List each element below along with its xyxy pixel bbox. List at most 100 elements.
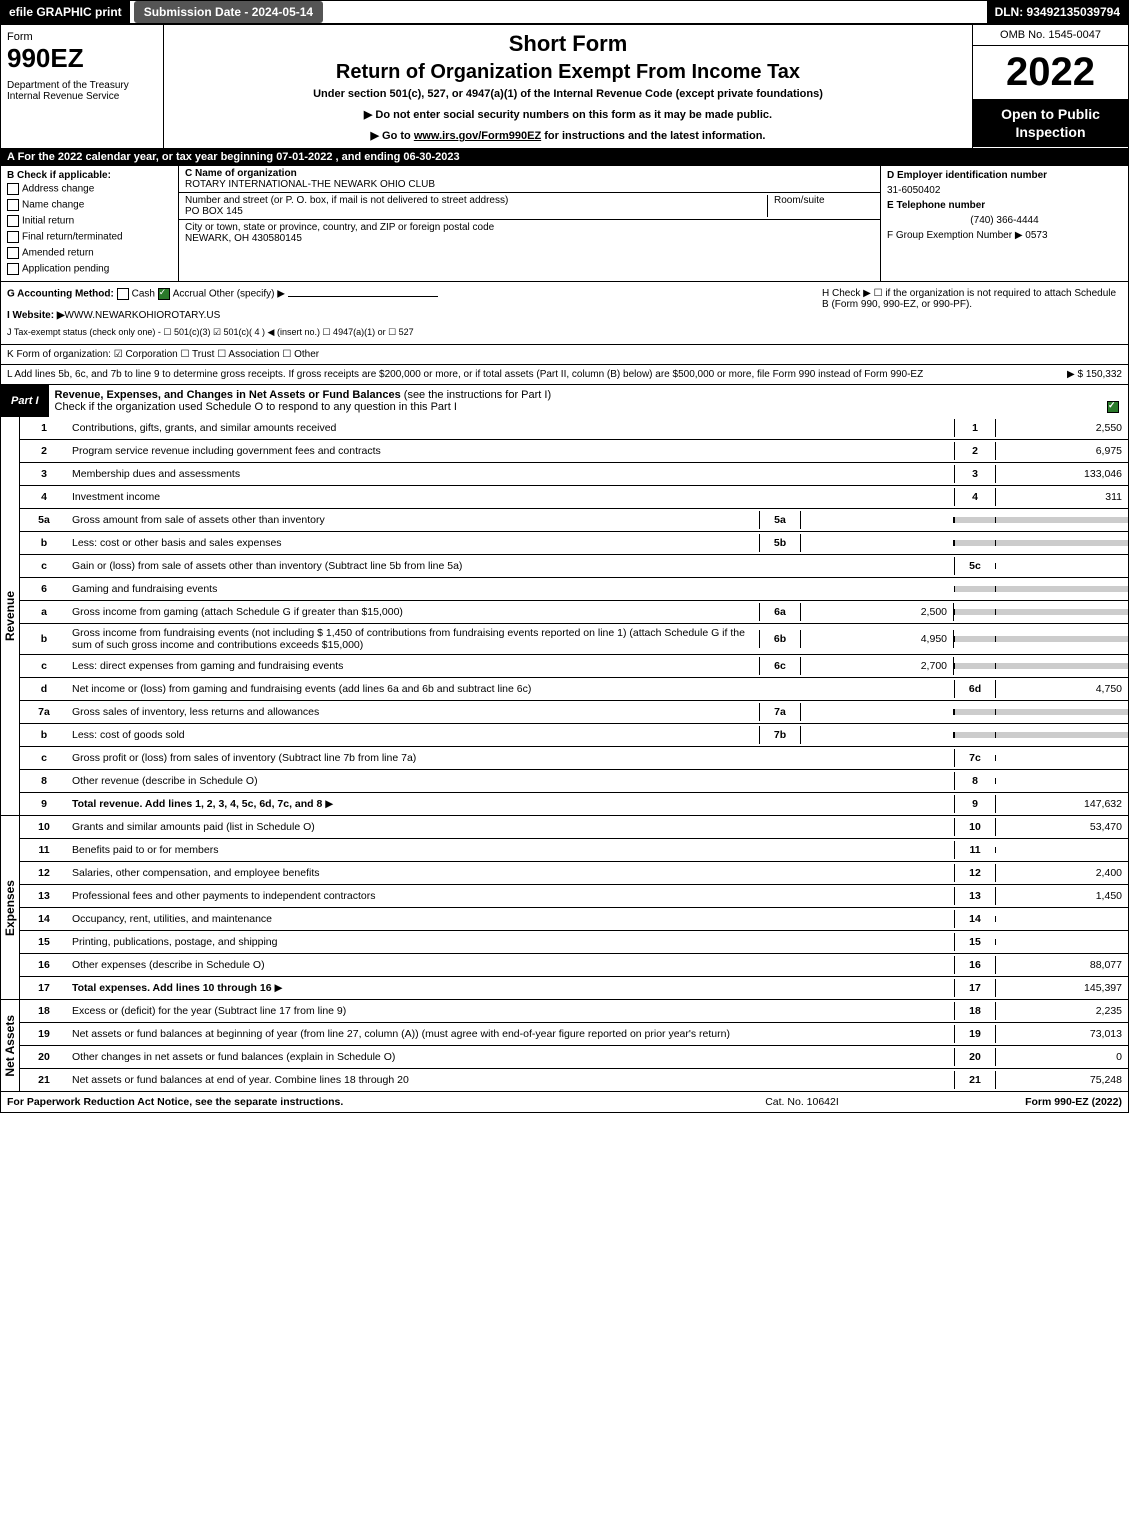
form-title: Return of Organization Exempt From Incom… [170,61,966,84]
line-rval: 6,975 [995,442,1128,460]
line-6c: cLess: direct expenses from gaming and f… [20,655,1128,678]
line-desc: Gross amount from sale of assets other t… [68,511,759,529]
checkbox-icon[interactable] [7,247,19,259]
line-num: 4 [20,488,68,506]
line-num: 6 [20,580,68,598]
line-num: 16 [20,956,68,974]
checkbox-icon[interactable] [7,183,19,195]
line-num: 15 [20,933,68,951]
org-name-row: C Name of organization ROTARY INTERNATIO… [179,166,880,193]
checkbox-icon[interactable] [7,199,19,211]
line-rnum: 14 [954,910,995,928]
line-rval: 75,248 [995,1071,1128,1089]
checkbox-icon[interactable] [7,231,19,243]
line-desc: Occupancy, rent, utilities, and maintena… [68,910,954,928]
grey-cell [954,586,995,592]
section-gh: G Accounting Method: Cash Accrual Other … [1,282,1128,345]
line-desc: Other expenses (describe in Schedule O) [68,956,954,974]
line-num: 14 [20,910,68,928]
line-rval: 2,235 [995,1002,1128,1020]
subcol-val: 4,950 [801,630,954,648]
note-irs-link: ▶ Go to www.irs.gov/Form990EZ for instru… [170,129,966,142]
grey-cell [995,517,1128,523]
line-num: 11 [20,841,68,859]
line-desc: Total revenue. Add lines 1, 2, 3, 4, 5c,… [72,798,322,810]
line-desc: Less: cost of goods sold [68,726,759,744]
netassets-section: Net Assets 18Excess or (deficit) for the… [1,1000,1128,1092]
part1-tab: Part I [1,391,49,411]
chk-label: Name change [22,200,84,211]
checkbox-schedule-o[interactable] [1107,401,1119,413]
section-j: J Tax-exempt status (check only one) - ☐… [7,327,810,338]
line-desc: Benefits paid to or for members [68,841,954,859]
line-rval: 147,632 [995,795,1128,813]
line-rnum: 2 [954,442,995,460]
line-desc: Gaming and fundraising events [68,580,954,598]
section-def: D Employer identification number 31-6050… [880,166,1128,281]
line-desc: Professional fees and other payments to … [68,887,954,905]
line-desc: Gross income from gaming (attach Schedul… [68,603,759,621]
section-a-tax-year: A For the 2022 calendar year, or tax yea… [1,148,1128,166]
line-5b: bLess: cost or other basis and sales exp… [20,532,1128,555]
room-suite: Room/suite [767,195,874,217]
line-rnum: 5c [954,557,995,575]
i-label: I Website: ▶ [7,310,65,321]
topbar: efile GRAPHIC print Submission Date - 20… [1,1,1128,25]
line-rnum: 11 [954,841,995,859]
line-8: 8Other revenue (describe in Schedule O)8 [20,770,1128,793]
checkbox-accrual[interactable] [158,288,170,300]
line-17: 17 Total expenses. Add lines 10 through 1… [20,977,1128,1000]
irs-link[interactable]: www.irs.gov/Form990EZ [414,130,541,142]
tax-year: 2022 [973,46,1128,99]
phone: (740) 366-4444 [887,215,1122,226]
line-20: 20Other changes in net assets or fund ba… [20,1046,1128,1069]
line-desc: Program service revenue including govern… [68,442,954,460]
line-desc: Gross sales of inventory, less returns a… [68,703,759,721]
subcol-val [801,732,954,738]
street: PO BOX 145 [185,206,243,217]
b-header: B Check if applicable: [7,170,172,181]
line-desc: Other revenue (describe in Schedule O) [68,772,954,790]
footer-right: Form 990-EZ (2022) [942,1096,1122,1108]
line-num: c [20,749,68,767]
line-num: 8 [20,772,68,790]
section-b: B Check if applicable: Address change Na… [1,166,179,281]
chk-label: Final return/terminated [22,232,123,243]
chk-label: Amended return [22,248,94,259]
line-num: b [20,534,68,552]
line-rval [995,916,1128,922]
ein-label: D Employer identification number [887,170,1047,181]
line-num: 17 [20,979,68,997]
line-12: 12Salaries, other compensation, and empl… [20,862,1128,885]
line-desc: Grants and similar amounts paid (list in… [68,818,954,836]
grey-cell [995,732,1128,738]
line-num: 12 [20,864,68,882]
line-rnum: 9 [954,795,995,813]
line-6d: dNet income or (loss) from gaming and fu… [20,678,1128,701]
line-num: 13 [20,887,68,905]
header-center: Short Form Return of Organization Exempt… [164,25,973,148]
line-4: 4Investment income4311 [20,486,1128,509]
checkbox-icon[interactable] [7,215,19,227]
form-subtitle: Under section 501(c), 527, or 4947(a)(1)… [170,88,966,100]
website[interactable]: WWW.NEWARKOHIOROTARY.US [65,310,221,321]
chk-amended-return: Amended return [7,245,172,261]
footer: For Paperwork Reduction Act Notice, see … [1,1092,1128,1112]
grey-cell [954,636,995,642]
line-rval: 0 [995,1048,1128,1066]
line-rnum: 6d [954,680,995,698]
section-c: C Name of organization ROTARY INTERNATIO… [179,166,880,281]
line-rnum: 10 [954,818,995,836]
line-desc: Total expenses. Add lines 10 through 16 [72,982,272,994]
line-rnum: 1 [954,419,995,437]
g-other: Other (specify) ▶ [209,289,285,300]
checkbox-icon[interactable] [7,263,19,275]
checkbox-cash[interactable] [117,288,129,300]
expenses-side-label: Expenses [1,816,20,1000]
header-right: OMB No. 1545-0047 2022 Open to Public In… [973,25,1128,148]
line-rval [995,939,1128,945]
line-3: 3Membership dues and assessments3133,046 [20,463,1128,486]
line-num: 20 [20,1048,68,1066]
line-rnum: 16 [954,956,995,974]
line-rnum: 12 [954,864,995,882]
